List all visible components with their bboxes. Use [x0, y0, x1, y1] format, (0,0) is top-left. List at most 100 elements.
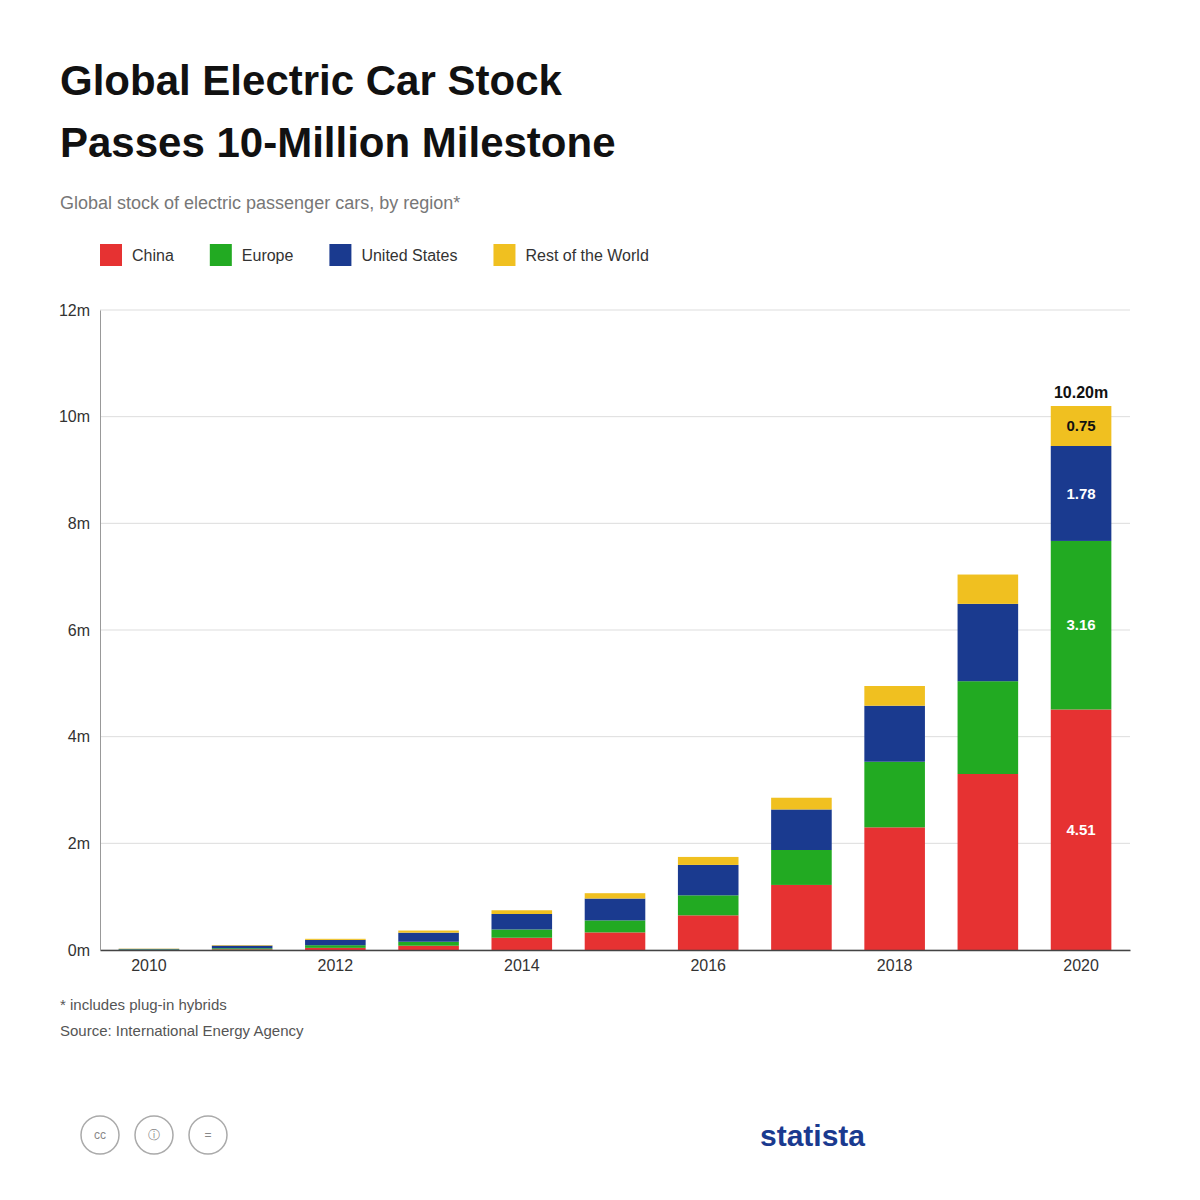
x-tick-label: 2014 — [504, 957, 540, 974]
bar — [585, 932, 646, 950]
bar — [771, 885, 832, 950]
legend-label: Rest of the World — [525, 247, 648, 264]
y-tick-label: 4m — [68, 728, 90, 745]
bar — [864, 827, 925, 950]
legend-item: China — [100, 244, 174, 266]
series — [119, 406, 1112, 949]
bar — [119, 948, 180, 950]
footnote: * includes plug-in hybrids — [60, 996, 227, 1013]
subtitle: Global stock of electric passenger cars,… — [60, 193, 460, 213]
title: Global Electric Car Stock — [60, 57, 562, 104]
x-tick-label: 2016 — [690, 957, 726, 974]
series — [119, 446, 1112, 949]
grid-line — [100, 310, 1130, 311]
bar — [771, 809, 832, 850]
title: Passes 10-Million Milestone — [60, 119, 616, 166]
y-tick-label: 8m — [68, 515, 90, 532]
bar — [678, 857, 739, 865]
bar — [678, 865, 739, 895]
bar — [958, 774, 1019, 950]
y-tick: 0m — [68, 942, 100, 959]
bar — [398, 946, 459, 950]
bar — [585, 899, 646, 921]
legend-swatch — [210, 244, 232, 266]
bar — [1051, 446, 1112, 541]
x-tick: 2012 — [318, 950, 354, 974]
bar — [678, 915, 739, 950]
segment-label: 1.78 — [1066, 485, 1095, 502]
bar — [491, 929, 552, 937]
bar — [212, 946, 273, 949]
license-icon-label: cc — [94, 1128, 106, 1142]
annotations: 10.20m 4.51 3.16 1.78 0.75 — [1054, 384, 1108, 838]
bars — [119, 406, 1112, 950]
bar — [491, 910, 552, 914]
y-tick: 2m — [68, 835, 100, 852]
bar — [305, 939, 366, 940]
y-tick-label: 10m — [59, 408, 90, 425]
bar — [771, 850, 832, 885]
grid-line — [100, 523, 1130, 524]
footnote: Source: International Energy Agency — [60, 1022, 304, 1039]
x-tick: 2014 — [504, 950, 540, 974]
bar — [398, 942, 459, 946]
bar — [958, 681, 1019, 774]
grid-line — [100, 416, 1130, 417]
chart: Global Electric Car Stock Passes 10-Milli… — [0, 0, 1200, 1200]
legend-swatch — [493, 244, 515, 266]
bar — [398, 931, 459, 933]
bar — [212, 948, 273, 949]
y-tick: 12m — [59, 302, 100, 319]
bar — [1051, 709, 1112, 950]
legend: China Europe United States Rest of the Worl… — [100, 244, 649, 266]
series — [119, 541, 1112, 950]
y-tick: 8m — [68, 515, 100, 532]
bar — [119, 948, 180, 949]
legend-swatch — [100, 244, 122, 266]
y-tick-label: 0m — [68, 942, 90, 959]
legend-item: United States — [329, 244, 457, 266]
bar — [491, 914, 552, 929]
x-tick-label: 2020 — [1063, 957, 1099, 974]
bar — [678, 895, 739, 915]
legend-label: Europe — [242, 247, 294, 264]
y-tick-label: 6m — [68, 622, 90, 639]
x-tick-label: 2012 — [318, 957, 354, 974]
legend-item: Rest of the World — [493, 244, 648, 266]
license-icon — [81, 1116, 119, 1154]
bar — [585, 893, 646, 898]
legend-item: Europe — [210, 244, 294, 266]
bar — [398, 933, 459, 942]
bar — [1051, 406, 1112, 446]
bar — [212, 945, 273, 947]
bar — [771, 798, 832, 810]
legend-label: China — [132, 247, 174, 264]
y-tick: 10m — [59, 408, 100, 425]
bar — [958, 604, 1019, 681]
segment-label: 0.75 — [1066, 417, 1095, 434]
x-tick: 2010 — [131, 950, 167, 974]
branding: statista — [760, 1119, 865, 1152]
y-axis-line — [100, 311, 101, 951]
bar — [864, 706, 925, 762]
x-tick-label: 2018 — [877, 957, 913, 974]
bar — [585, 920, 646, 932]
legend-swatch — [329, 244, 351, 266]
license-icon — [135, 1116, 173, 1154]
y-tick: 4m — [68, 728, 100, 745]
total-label: 10.20m — [1054, 384, 1108, 401]
license-icon — [189, 1116, 227, 1154]
bar — [864, 762, 925, 828]
y-tick-label: 12m — [59, 302, 90, 319]
legend-label: United States — [361, 247, 457, 264]
y-tick: 6m — [68, 622, 100, 639]
bar — [958, 575, 1019, 604]
segment-label: 3.16 — [1066, 616, 1095, 633]
x-axis: 2010 2012 2014 2016 2018 2020 — [101, 950, 1131, 974]
segment-label: 4.51 — [1066, 821, 1095, 838]
bar — [305, 945, 366, 948]
x-tick: 2018 — [877, 950, 913, 974]
bar — [1051, 541, 1112, 710]
x-tick: 2020 — [1063, 950, 1099, 974]
x-axis-line — [101, 950, 1131, 952]
